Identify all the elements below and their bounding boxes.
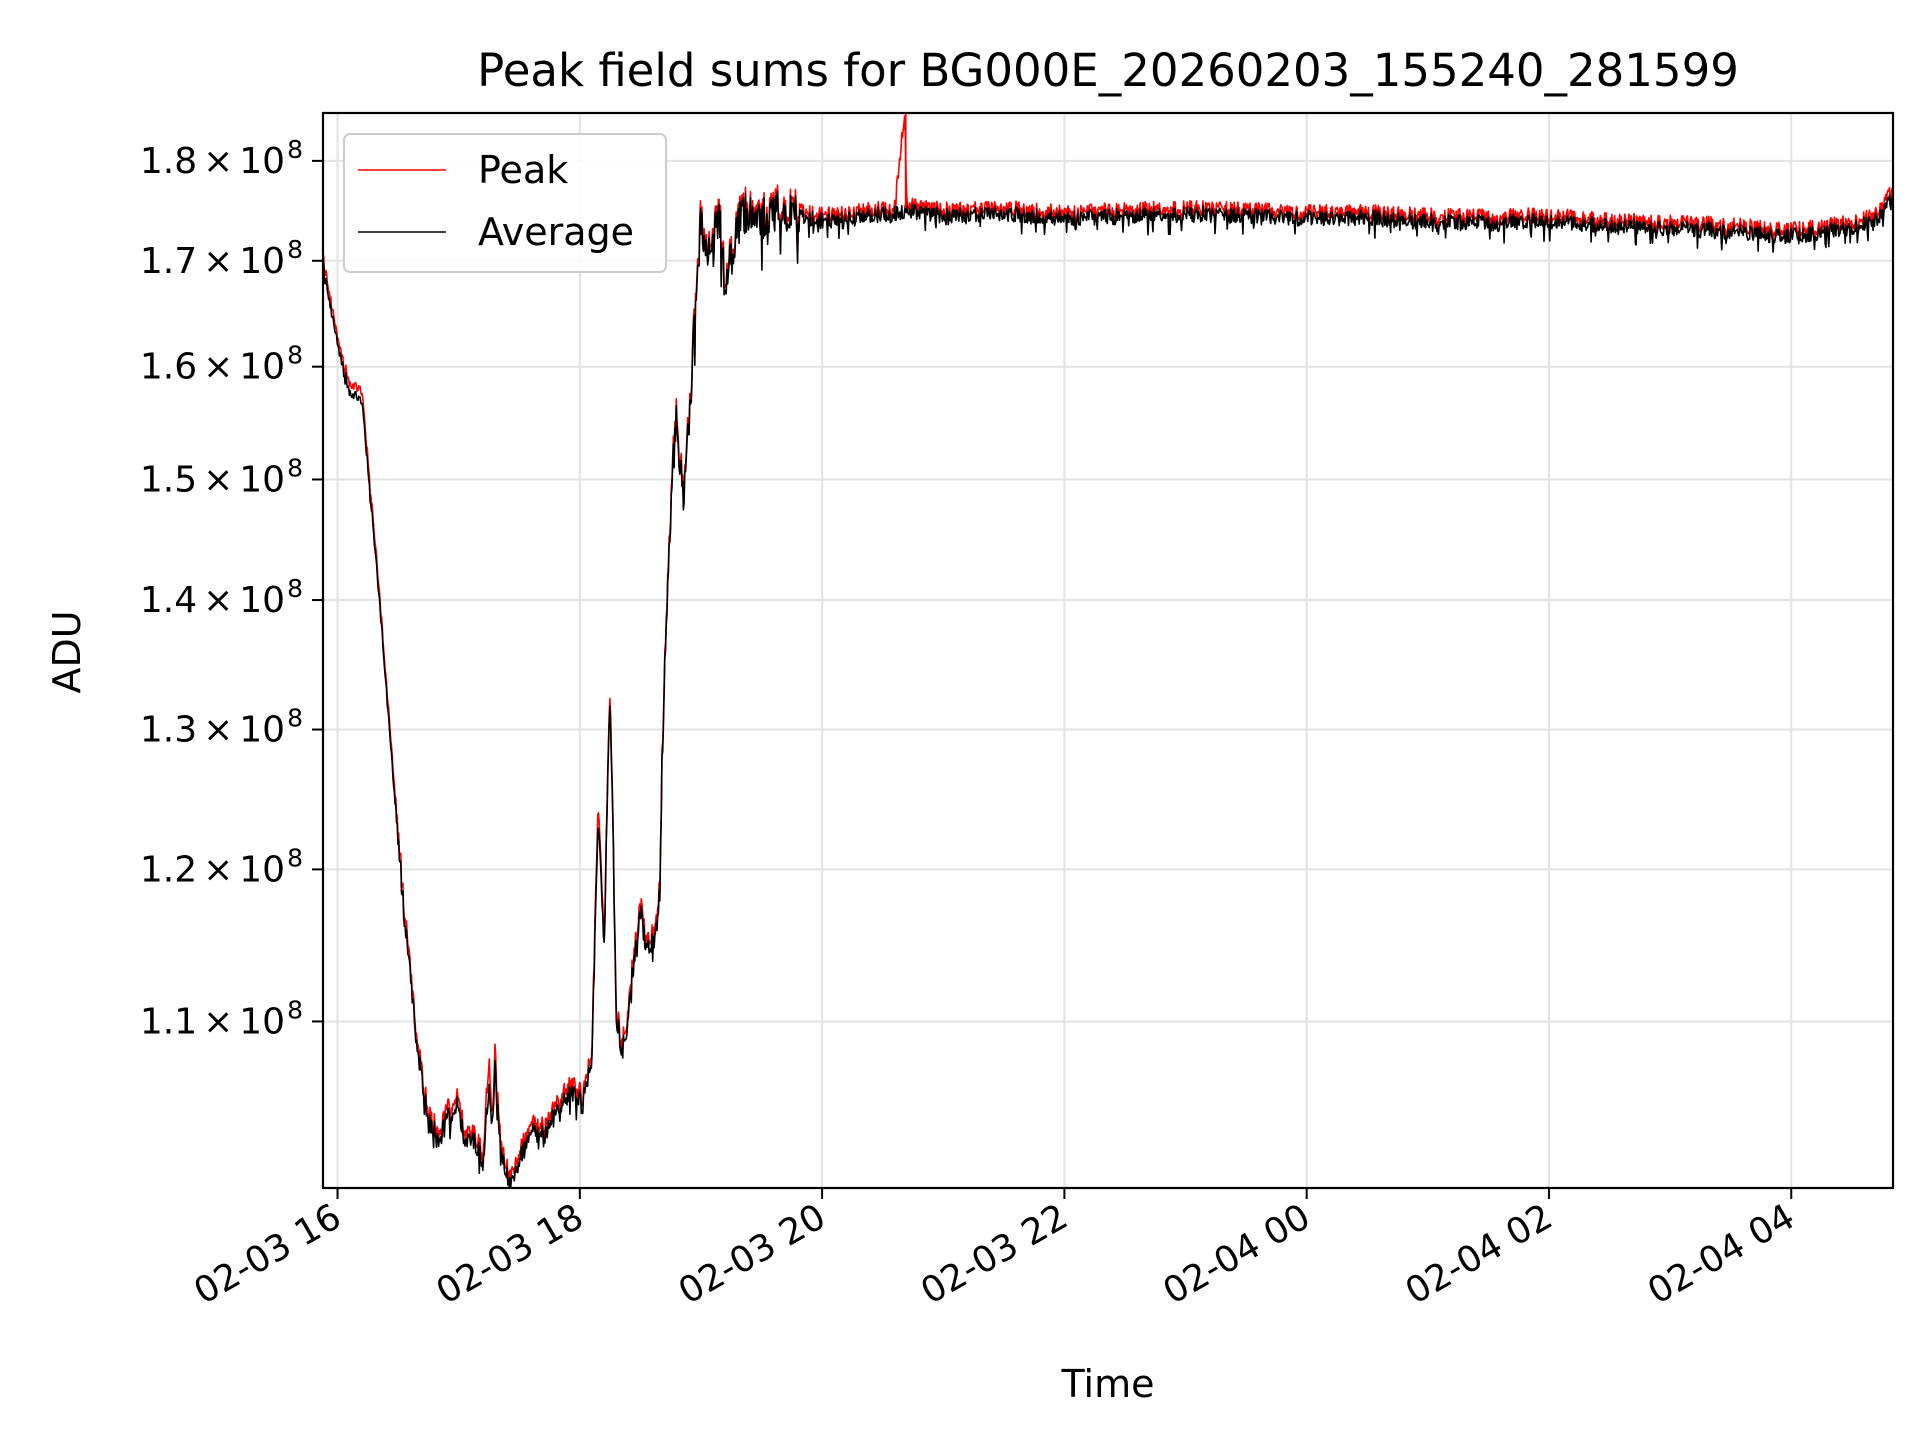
y-tick-label-mantissa: 1.7 bbox=[140, 241, 197, 282]
y-tick-label: 1.7 × 108 bbox=[140, 235, 303, 282]
y-tick-label: 1.5 × 108 bbox=[140, 453, 303, 500]
y-tick-label: 1.4 × 108 bbox=[140, 574, 303, 621]
y-axis-label: ADU bbox=[45, 610, 89, 693]
y-tick-label-exponent: 8 bbox=[287, 574, 303, 603]
y-tick-label-exponent: 8 bbox=[287, 135, 303, 164]
y-tick-label-exponent: 8 bbox=[287, 341, 303, 370]
y-tick-label-times: × bbox=[203, 459, 233, 500]
y-tick-label-base: 10 bbox=[239, 710, 285, 751]
y-tick-label-exponent: 8 bbox=[287, 704, 303, 733]
y-tick-label: 1.8 × 108 bbox=[140, 135, 303, 182]
series-group bbox=[322, 113, 1894, 1189]
x-axis-label: Time bbox=[1061, 1362, 1155, 1406]
y-tick-label-base: 10 bbox=[239, 141, 285, 182]
y-tick-label-exponent: 8 bbox=[287, 843, 303, 872]
y-tick-label-mantissa: 1.3 bbox=[140, 710, 197, 751]
y-tick-label-mantissa: 1.5 bbox=[140, 459, 197, 500]
plot-area-frame bbox=[321, 111, 1895, 1190]
y-tick-label-times: × bbox=[203, 580, 233, 621]
y-tick-label-times: × bbox=[203, 347, 233, 388]
y-tick-label: 1.6 × 108 bbox=[140, 341, 303, 388]
y-tick-label-times: × bbox=[203, 710, 233, 751]
y-tick-label-exponent: 8 bbox=[287, 235, 303, 264]
y-tick-label: 1.3 × 108 bbox=[140, 704, 303, 751]
series-line-average bbox=[322, 190, 1894, 1189]
y-tick-label-times: × bbox=[203, 849, 233, 890]
y-tick-label-base: 10 bbox=[239, 347, 285, 388]
legend-label-peak: Peak bbox=[478, 148, 568, 192]
y-tick-label-base: 10 bbox=[239, 849, 285, 890]
grid bbox=[323, 113, 1893, 1188]
y-tick-label: 1.1 × 108 bbox=[140, 995, 303, 1042]
y-tick-label-exponent: 8 bbox=[287, 995, 303, 1024]
y-tick-label-base: 10 bbox=[239, 241, 285, 282]
legend-label-average: Average bbox=[478, 210, 634, 254]
y-tick-label-base: 10 bbox=[239, 459, 285, 500]
legend-box bbox=[343, 133, 667, 273]
y-tick-label-exponent: 8 bbox=[287, 453, 303, 482]
y-tick-label-mantissa: 1.2 bbox=[140, 849, 197, 890]
y-tick-label-mantissa: 1.4 bbox=[140, 580, 197, 621]
chart-title: Peak field sums for BG000E_20260203_1552… bbox=[477, 44, 1739, 97]
series-line-peak bbox=[322, 115, 1894, 1184]
y-tick-label-mantissa: 1.1 bbox=[140, 1001, 197, 1042]
y-tick-label-base: 10 bbox=[239, 1001, 285, 1042]
y-tick-label-times: × bbox=[203, 241, 233, 282]
legend: Peak Average bbox=[343, 133, 667, 273]
y-tick-label: 1.2 × 108 bbox=[140, 843, 303, 890]
y-tick-label-times: × bbox=[203, 141, 233, 182]
y-tick-label-times: × bbox=[203, 1001, 233, 1042]
y-tick-label-mantissa: 1.6 bbox=[140, 347, 197, 388]
y-tick-label-base: 10 bbox=[239, 580, 285, 621]
y-tick-label-mantissa: 1.8 bbox=[140, 141, 197, 182]
